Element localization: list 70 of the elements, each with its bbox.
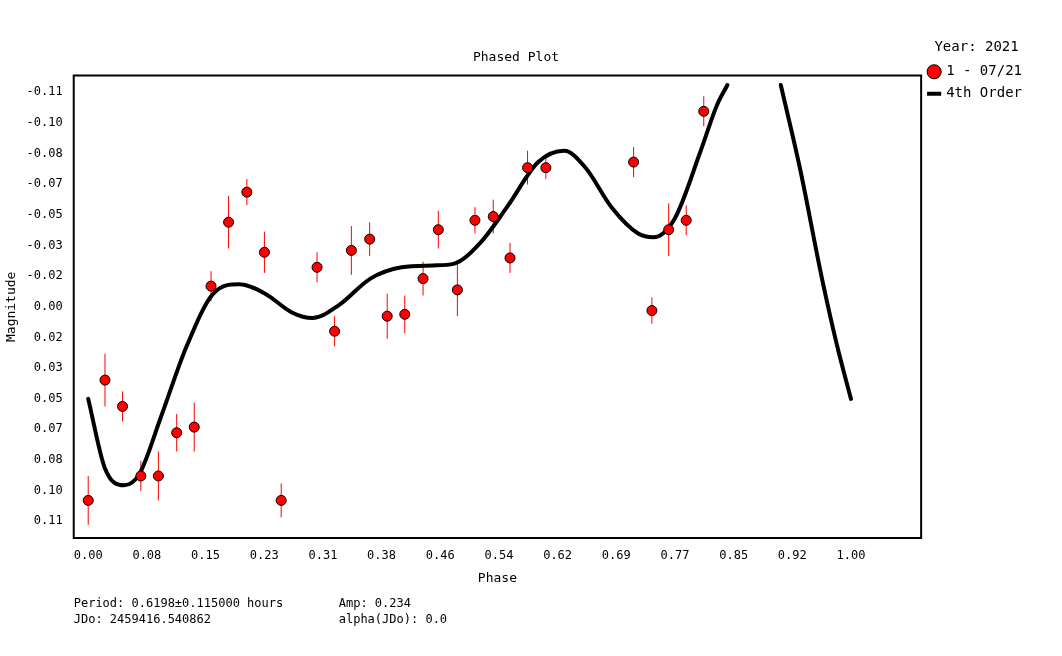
point: [82, 494, 94, 506]
x-tick-label: 0.85: [719, 548, 749, 563]
y-tick-label: -0.08: [26, 145, 63, 160]
y-tick-label: 0.03: [33, 360, 63, 375]
y-tick-label: -0.03: [26, 237, 63, 252]
y-tick-label: 0.05: [33, 390, 63, 405]
y-tick-label: -0.05: [26, 207, 63, 222]
x-tick-label: 0.00: [73, 548, 103, 563]
y-tick-label: 0.10: [33, 482, 63, 497]
point: [487, 211, 499, 223]
point: [432, 224, 444, 236]
legend-label: 1 - 07/21: [946, 62, 1022, 79]
point: [345, 244, 357, 256]
y-tick-label: 0.00: [33, 298, 63, 313]
legend-label: 4th Order: [946, 84, 1022, 101]
x-tick-label: 0.08: [132, 548, 162, 563]
point: [522, 162, 534, 174]
point: [417, 273, 429, 285]
point: [469, 214, 481, 226]
x-tick-label: 0.23: [249, 548, 279, 563]
legend-title: Year: 2021: [934, 37, 1019, 54]
y-tick-label: 0.11: [33, 513, 63, 528]
point: [646, 305, 658, 317]
x-tick-label: 0.77: [660, 548, 690, 563]
text: Period: 0.6198±0.115000 hours: [73, 596, 284, 611]
y-tick-label: 0.02: [33, 329, 63, 344]
y-tick-label: 0.08: [33, 452, 63, 467]
point: [205, 280, 217, 292]
point: [135, 470, 147, 482]
y-tick-label: -0.07: [26, 176, 63, 191]
text: alpha(JDo): 0.0: [338, 612, 448, 627]
point: [540, 162, 552, 174]
x-tick-label: 0.54: [484, 548, 514, 563]
point: [152, 470, 164, 482]
chart-title: Phased Plot: [472, 49, 560, 65]
y-tick-label: -0.02: [26, 268, 63, 283]
x-tick-label: 0.15: [191, 548, 220, 563]
x-tick-label: 1.00: [836, 548, 866, 563]
x-tick-label: 0.69: [601, 548, 631, 563]
y-tick-label: -0.11: [26, 84, 63, 99]
point: [241, 186, 253, 198]
point: [399, 308, 411, 320]
text: JDo: 2459416.540862: [73, 612, 211, 627]
point: [223, 216, 235, 228]
point: [311, 261, 323, 273]
point: [99, 374, 111, 386]
point: [451, 284, 463, 296]
point: [698, 105, 710, 117]
point: [188, 421, 200, 433]
x-tick-label: 0.38: [367, 548, 397, 563]
point: [275, 494, 287, 506]
point: [504, 252, 516, 264]
x-tick-label: 0.92: [777, 548, 807, 563]
point: [680, 214, 692, 226]
x-axis-title: Phase: [477, 569, 518, 585]
point: [258, 246, 270, 258]
point: [381, 310, 393, 322]
x-tick-label: 0.62: [543, 548, 573, 563]
point: [117, 400, 129, 412]
y-axis-title: Magnitude: [3, 271, 19, 343]
point: [171, 427, 183, 439]
point: [628, 156, 640, 168]
y-tick-label: 0.07: [33, 421, 63, 436]
y-tick-label: -0.10: [26, 115, 63, 130]
point: [329, 325, 341, 337]
x-tick-label: 0.46: [425, 548, 455, 563]
point: [364, 233, 376, 245]
text: Amp: 0.234: [338, 596, 411, 611]
point: [663, 224, 675, 236]
x-tick-label: 0.31: [308, 548, 338, 563]
